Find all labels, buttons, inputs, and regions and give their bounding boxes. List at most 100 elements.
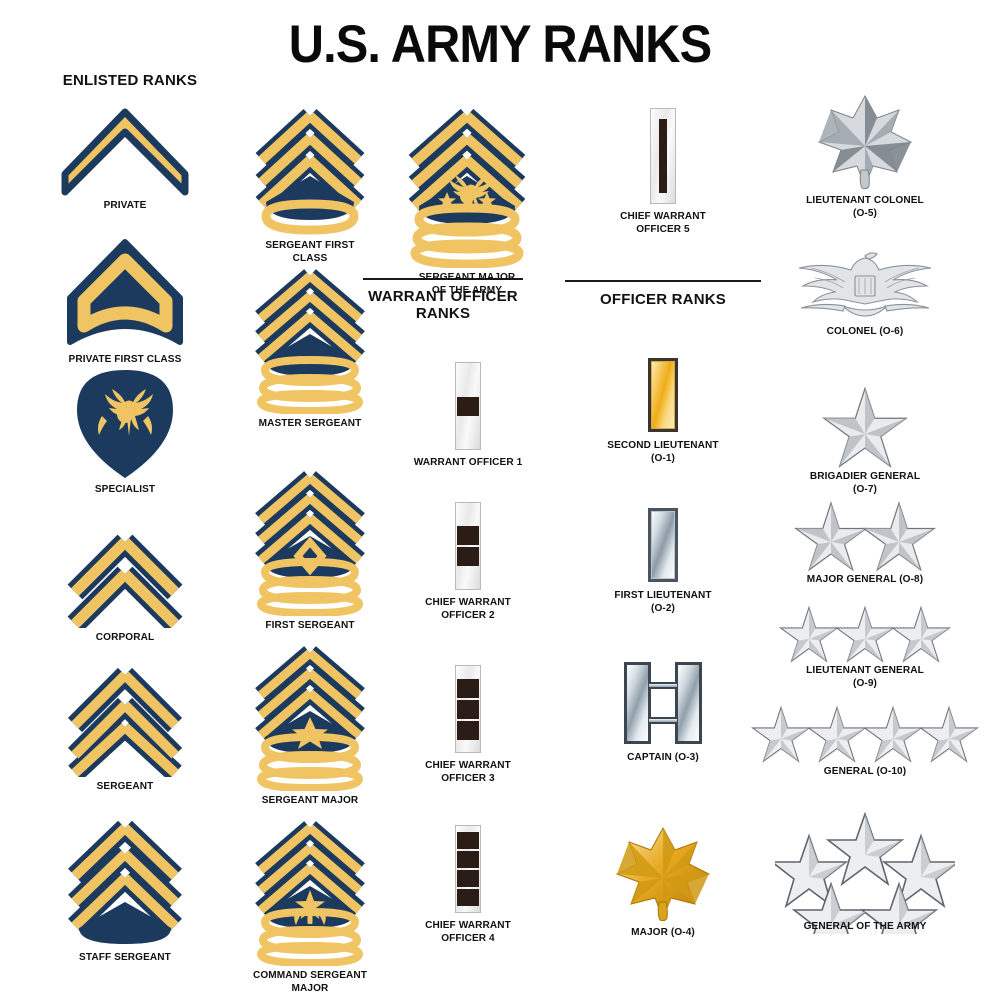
warrant-square bbox=[457, 870, 479, 887]
rank-label: SERGEANT bbox=[96, 780, 154, 792]
rank-specialist: SPECIALIST bbox=[35, 368, 215, 496]
stars-pentagon-icon bbox=[769, 811, 961, 957]
silver-oak-leaf-icon bbox=[765, 88, 965, 192]
warrant-square bbox=[457, 851, 479, 868]
rank-staff-sergeant: STAFF SERGEANT bbox=[35, 818, 215, 964]
rank-sergeant-major: SERGEANT MAJOR bbox=[215, 645, 405, 807]
rank-label: FIRST LIEUTENANT (O-2) bbox=[614, 589, 712, 614]
rank-label: CHIEF WARRANT OFFICER 5 bbox=[620, 210, 706, 235]
rank-second-lieutenant: SECOND LIEUTENANT (O-1) bbox=[583, 358, 743, 465]
rank-first-lieutenant: FIRST LIEUTENANT (O-2) bbox=[583, 508, 743, 615]
rank-general-of-the-army: GENERAL OF THE ARMY bbox=[760, 811, 970, 957]
chevron-1-icon bbox=[35, 108, 215, 196]
captain-crossbar-bottom bbox=[649, 717, 677, 724]
page-title: U.S. ARMY RANKS bbox=[288, 15, 712, 74]
chevron-3-rocker-2-icon bbox=[215, 108, 405, 236]
gold-bar-icon bbox=[648, 358, 678, 432]
warrant-square bbox=[457, 699, 479, 719]
rank-general: GENERAL (O-10) bbox=[740, 705, 990, 778]
warrant-square bbox=[457, 678, 479, 698]
rank-label: COLONEL (O-6) bbox=[826, 325, 904, 337]
rank-first-sergeant: FIRST SERGEANT bbox=[215, 470, 405, 632]
rank-chief-warrant-officer-4: CHIEF WARRANT OFFICER 4 bbox=[398, 825, 538, 945]
rank-sergeant: SERGEANT bbox=[35, 665, 215, 793]
rank-label: SECOND LIEUTENANT (O-1) bbox=[607, 439, 719, 464]
rank-label: CHIEF WARRANT OFFICER 3 bbox=[425, 759, 511, 784]
warrant-square bbox=[457, 832, 479, 849]
section-header-warrant: WARRANT OFFICER RANKS bbox=[368, 288, 518, 323]
rank-label: MASTER SERGEANT bbox=[258, 417, 362, 429]
rank-chief-warrant-officer-3: CHIEF WARRANT OFFICER 3 bbox=[398, 665, 538, 785]
warrant-bar-2-icon bbox=[455, 502, 481, 590]
rank-label: CHIEF WARRANT OFFICER 4 bbox=[425, 919, 511, 944]
rank-label: BRIGADIER GENERAL (O-7) bbox=[809, 470, 921, 495]
gold-oak-leaf-icon bbox=[583, 820, 743, 924]
silver-bar-icon bbox=[648, 508, 678, 582]
rank-label: SPECIALIST bbox=[94, 483, 156, 495]
section-header-officer: OFFICER RANKS bbox=[600, 291, 726, 308]
divider-warrant bbox=[363, 278, 523, 280]
captain-bar-right bbox=[675, 662, 702, 744]
rank-label: STAFF SERGEANT bbox=[79, 951, 171, 963]
rank-label: MAJOR GENERAL (O-8) bbox=[806, 573, 924, 585]
rank-label: GENERAL OF THE ARMY bbox=[803, 920, 927, 932]
chevron-3-rocker-3-diamond-icon bbox=[215, 470, 405, 616]
chevron-3-rocker-3-star-icon bbox=[215, 645, 405, 791]
rank-label: WARRANT OFFICER 1 bbox=[413, 456, 523, 468]
stars-1-icon bbox=[765, 385, 965, 469]
chevron-3-rocker-1-icon bbox=[35, 818, 215, 948]
rank-command-sergeant-major: COMMAND SERGEANT MAJOR bbox=[215, 820, 405, 995]
divider-officer bbox=[565, 280, 761, 282]
chevron-3-rocker-3-icon bbox=[215, 268, 405, 414]
chevron-2-icon bbox=[35, 530, 215, 628]
rank-major: MAJOR (O-4) bbox=[583, 820, 743, 939]
rank-label: SERGEANT MAJOR OF THE ARMY bbox=[418, 271, 516, 296]
rank-label: LIEUTENANT COLONEL (O-5) bbox=[806, 194, 924, 219]
rank-label: FIRST SERGEANT bbox=[265, 619, 355, 631]
warrant-square bbox=[457, 889, 479, 906]
warrant-bar-3-icon bbox=[455, 665, 481, 753]
rank-chief-warrant-officer-2: CHIEF WARRANT OFFICER 2 bbox=[398, 502, 538, 622]
rank-corporal: CORPORAL bbox=[35, 530, 215, 644]
warrant-stripe bbox=[659, 119, 667, 193]
rank-label: COMMAND SERGEANT MAJOR bbox=[252, 969, 368, 994]
warrant-square bbox=[457, 526, 479, 545]
captain-crossbar-top bbox=[649, 682, 677, 689]
warrant-bar-4-icon bbox=[455, 825, 481, 913]
warrant-square bbox=[457, 396, 479, 416]
chevron-3-rocker-3-star-wreath-icon bbox=[215, 820, 405, 966]
rank-label: MAJOR (O-4) bbox=[631, 926, 695, 938]
double-silver-bar-icon bbox=[624, 662, 702, 744]
rank-label: PRIVATE bbox=[103, 199, 147, 211]
warrant-square bbox=[457, 720, 479, 740]
rank-label: SERGEANT MAJOR bbox=[261, 794, 359, 806]
rank-sergeant-first-class: SERGEANT FIRST CLASS bbox=[215, 108, 405, 265]
rank-label: CORPORAL bbox=[95, 631, 155, 643]
rank-major-general: MAJOR GENERAL (O-8) bbox=[765, 500, 965, 586]
rank-captain: CAPTAIN (O-3) bbox=[583, 662, 743, 764]
rank-master-sergeant: MASTER SERGEANT bbox=[215, 268, 405, 430]
rank-label: CAPTAIN (O-3) bbox=[627, 751, 699, 763]
rank-lieutenant-general: LIEUTENANT GENERAL (O-9) bbox=[765, 605, 965, 690]
stars-2-icon bbox=[765, 500, 965, 572]
stars-4-icon bbox=[740, 705, 990, 763]
section-header-enlisted: ENLISTED RANKS bbox=[62, 72, 198, 89]
chevron-1-rocker-1-icon bbox=[35, 238, 215, 350]
rank-sergeant-major-of-the-army: SERGEANT MAJOR OF THE ARMY bbox=[378, 108, 556, 297]
chevron-3-icon bbox=[35, 665, 215, 777]
warrant-bar-full-icon bbox=[650, 108, 676, 204]
specialist-shield-icon bbox=[35, 368, 215, 480]
rank-chief-warrant-officer-5: CHIEF WARRANT OFFICER 5 bbox=[583, 108, 743, 236]
rank-lieutenant-colonel: LIEUTENANT COLONEL (O-5) bbox=[765, 88, 965, 220]
silver-eagle-icon bbox=[765, 248, 965, 322]
rank-private-first-class: PRIVATE FIRST CLASS bbox=[35, 238, 215, 366]
chevron-3-rocker-3-eagle-two-stars-icon bbox=[378, 108, 556, 268]
rank-label: GENERAL (O-10) bbox=[823, 765, 907, 777]
stars-3-icon bbox=[765, 605, 965, 663]
rank-label: CHIEF WARRANT OFFICER 2 bbox=[425, 596, 511, 621]
warrant-square bbox=[457, 547, 479, 566]
rank-label: PRIVATE FIRST CLASS bbox=[68, 353, 182, 365]
warrant-bar-1-icon bbox=[455, 362, 481, 450]
rank-colonel: COLONEL (O-6) bbox=[765, 248, 965, 338]
